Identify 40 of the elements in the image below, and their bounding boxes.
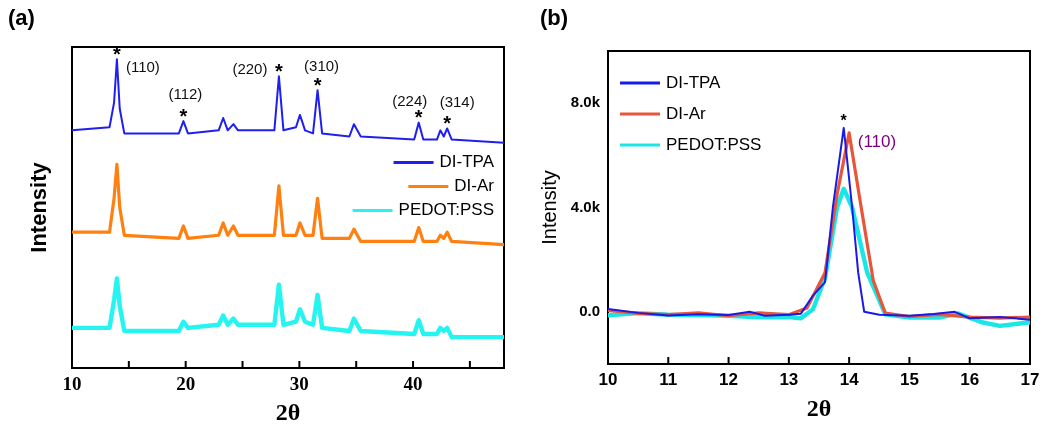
x-axis-title: 2θ [275, 399, 301, 426]
x-tick-label: 11 [659, 370, 678, 390]
legend-label: DI-TPA [439, 152, 495, 172]
y-axis-title: Intensity [537, 170, 560, 245]
annotation: (224) [392, 91, 428, 109]
annotation: * [179, 104, 188, 127]
y-axis-title: Intensity [26, 161, 52, 253]
chart-title: (b) [540, 5, 569, 31]
annotation: * [443, 112, 452, 134]
x-tick-label: 40 [403, 373, 423, 395]
annotation: (314) [439, 93, 475, 111]
x-tick-label: 14 [839, 370, 860, 390]
legend-label: DI-TPA [666, 72, 722, 92]
x-tick-label: 30 [289, 373, 309, 395]
y-tick-label: 8.0k [570, 93, 601, 111]
chart-title: (a) [8, 5, 35, 31]
y-tick-label: 4.0k [570, 197, 601, 215]
x-tick-label: 10 [598, 370, 618, 390]
x-axis-title: 2θ [806, 395, 832, 422]
annotation: (110) [857, 131, 897, 151]
x-tick-label: 12 [719, 370, 739, 390]
legend-label: DI-Ar [666, 103, 706, 123]
x-tick-label: 15 [899, 370, 919, 390]
annotation: * [414, 106, 423, 129]
x-tick-label: 20 [176, 373, 196, 395]
legend-label: PEDOT:PSS [398, 200, 494, 220]
x-tick-label: 13 [779, 370, 799, 390]
annotation: (112) [168, 85, 203, 103]
annotation: * [275, 59, 284, 82]
y-tick-label: 0.0 [579, 301, 600, 319]
annotation: (110) [125, 58, 160, 76]
annotation: (220) [232, 60, 268, 78]
annotation: * [840, 112, 848, 130]
x-tick-label: 10 [62, 373, 82, 395]
x-tick-label: 17 [1020, 370, 1040, 390]
x-tick-label: 16 [960, 370, 980, 390]
annotation: * [313, 73, 322, 96]
legend-label: DI-Ar [454, 176, 495, 196]
legend-label: PEDOT:PSS [666, 134, 762, 154]
annotation: (310) [304, 57, 340, 75]
